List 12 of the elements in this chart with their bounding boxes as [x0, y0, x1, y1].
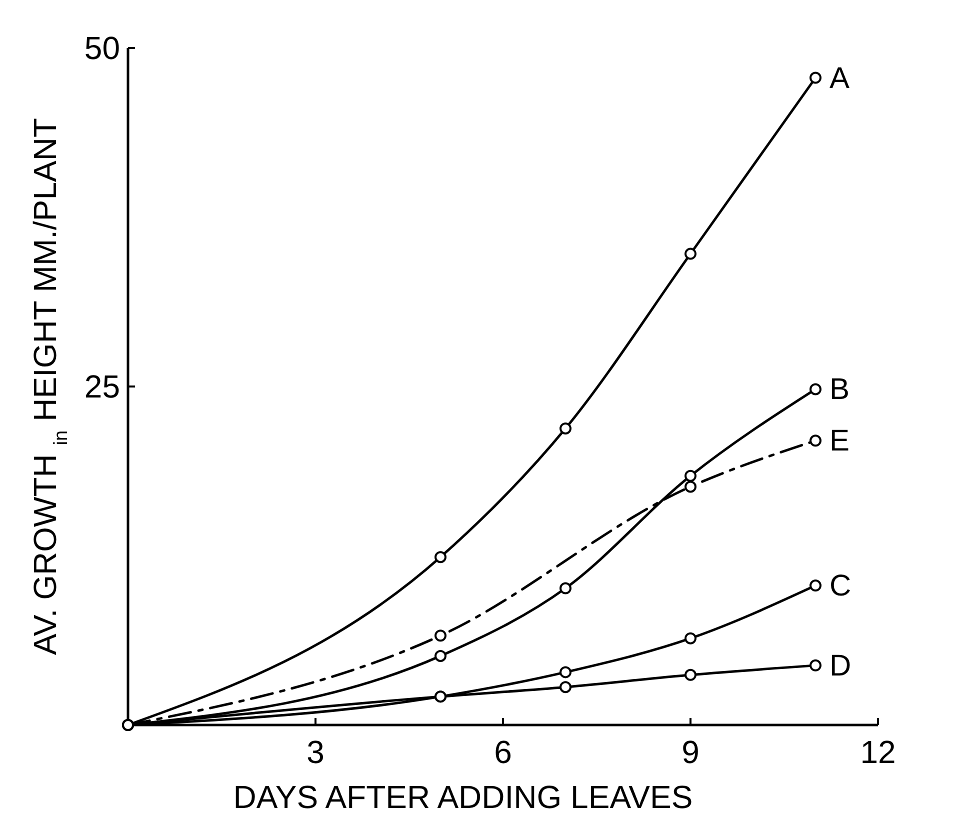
x-tick-label: 9 — [682, 734, 700, 770]
x-tick-label: 12 — [860, 734, 896, 770]
x-tick-label: 6 — [494, 734, 512, 770]
y-tick-label: 25 — [84, 368, 120, 404]
series-label: E — [830, 424, 850, 458]
series-label: A — [830, 62, 850, 95]
x-axis-title: DAYS AFTER ADDING LEAVES — [233, 779, 693, 815]
y-tick-label: 50 — [84, 30, 120, 66]
x-tick-label: 3 — [306, 734, 324, 770]
series-label: D — [830, 649, 852, 682]
series-label: C — [830, 570, 852, 603]
series-label: B — [830, 373, 850, 406]
